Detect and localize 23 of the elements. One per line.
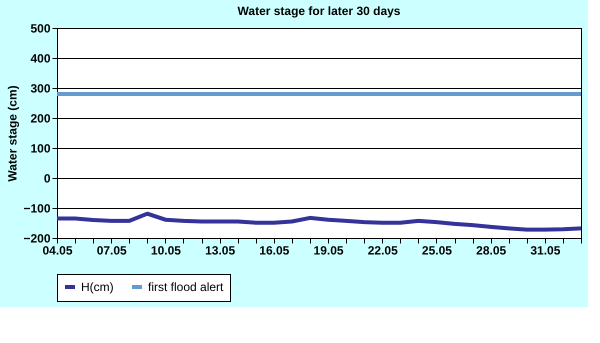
x-tick-label: 04.05 <box>42 244 73 258</box>
x-tick-label: 31.05 <box>530 244 561 258</box>
y-axis-title: Water stage (cm) <box>5 85 20 182</box>
legend-label: first flood alert <box>148 280 224 294</box>
x-tick-label: 28.05 <box>476 244 506 258</box>
y-tick-label: −100 <box>23 202 51 216</box>
x-tick-label: 10.05 <box>150 244 182 258</box>
y-tick-label: 0 <box>44 172 51 186</box>
x-tick-label: 16.05 <box>259 244 290 258</box>
y-tick-label: 100 <box>30 142 51 156</box>
y-tick-label: −200 <box>23 232 51 246</box>
x-tick-label: 22.05 <box>368 244 398 258</box>
x-tick-label: 13.05 <box>205 244 236 258</box>
line-series <box>55 212 583 232</box>
y-tick-label: 200 <box>30 112 51 126</box>
y-tick-label: 500 <box>30 22 51 36</box>
legend-label: H(cm) <box>81 280 114 294</box>
x-tick-label: 19.05 <box>314 244 344 258</box>
chart-title: Water stage for later 30 days <box>238 4 401 18</box>
y-tick-label: 300 <box>30 82 51 96</box>
y-tick-label: 400 <box>30 52 51 66</box>
x-tick-label: 25.05 <box>422 244 452 258</box>
x-tick-label: 07.05 <box>96 244 128 258</box>
